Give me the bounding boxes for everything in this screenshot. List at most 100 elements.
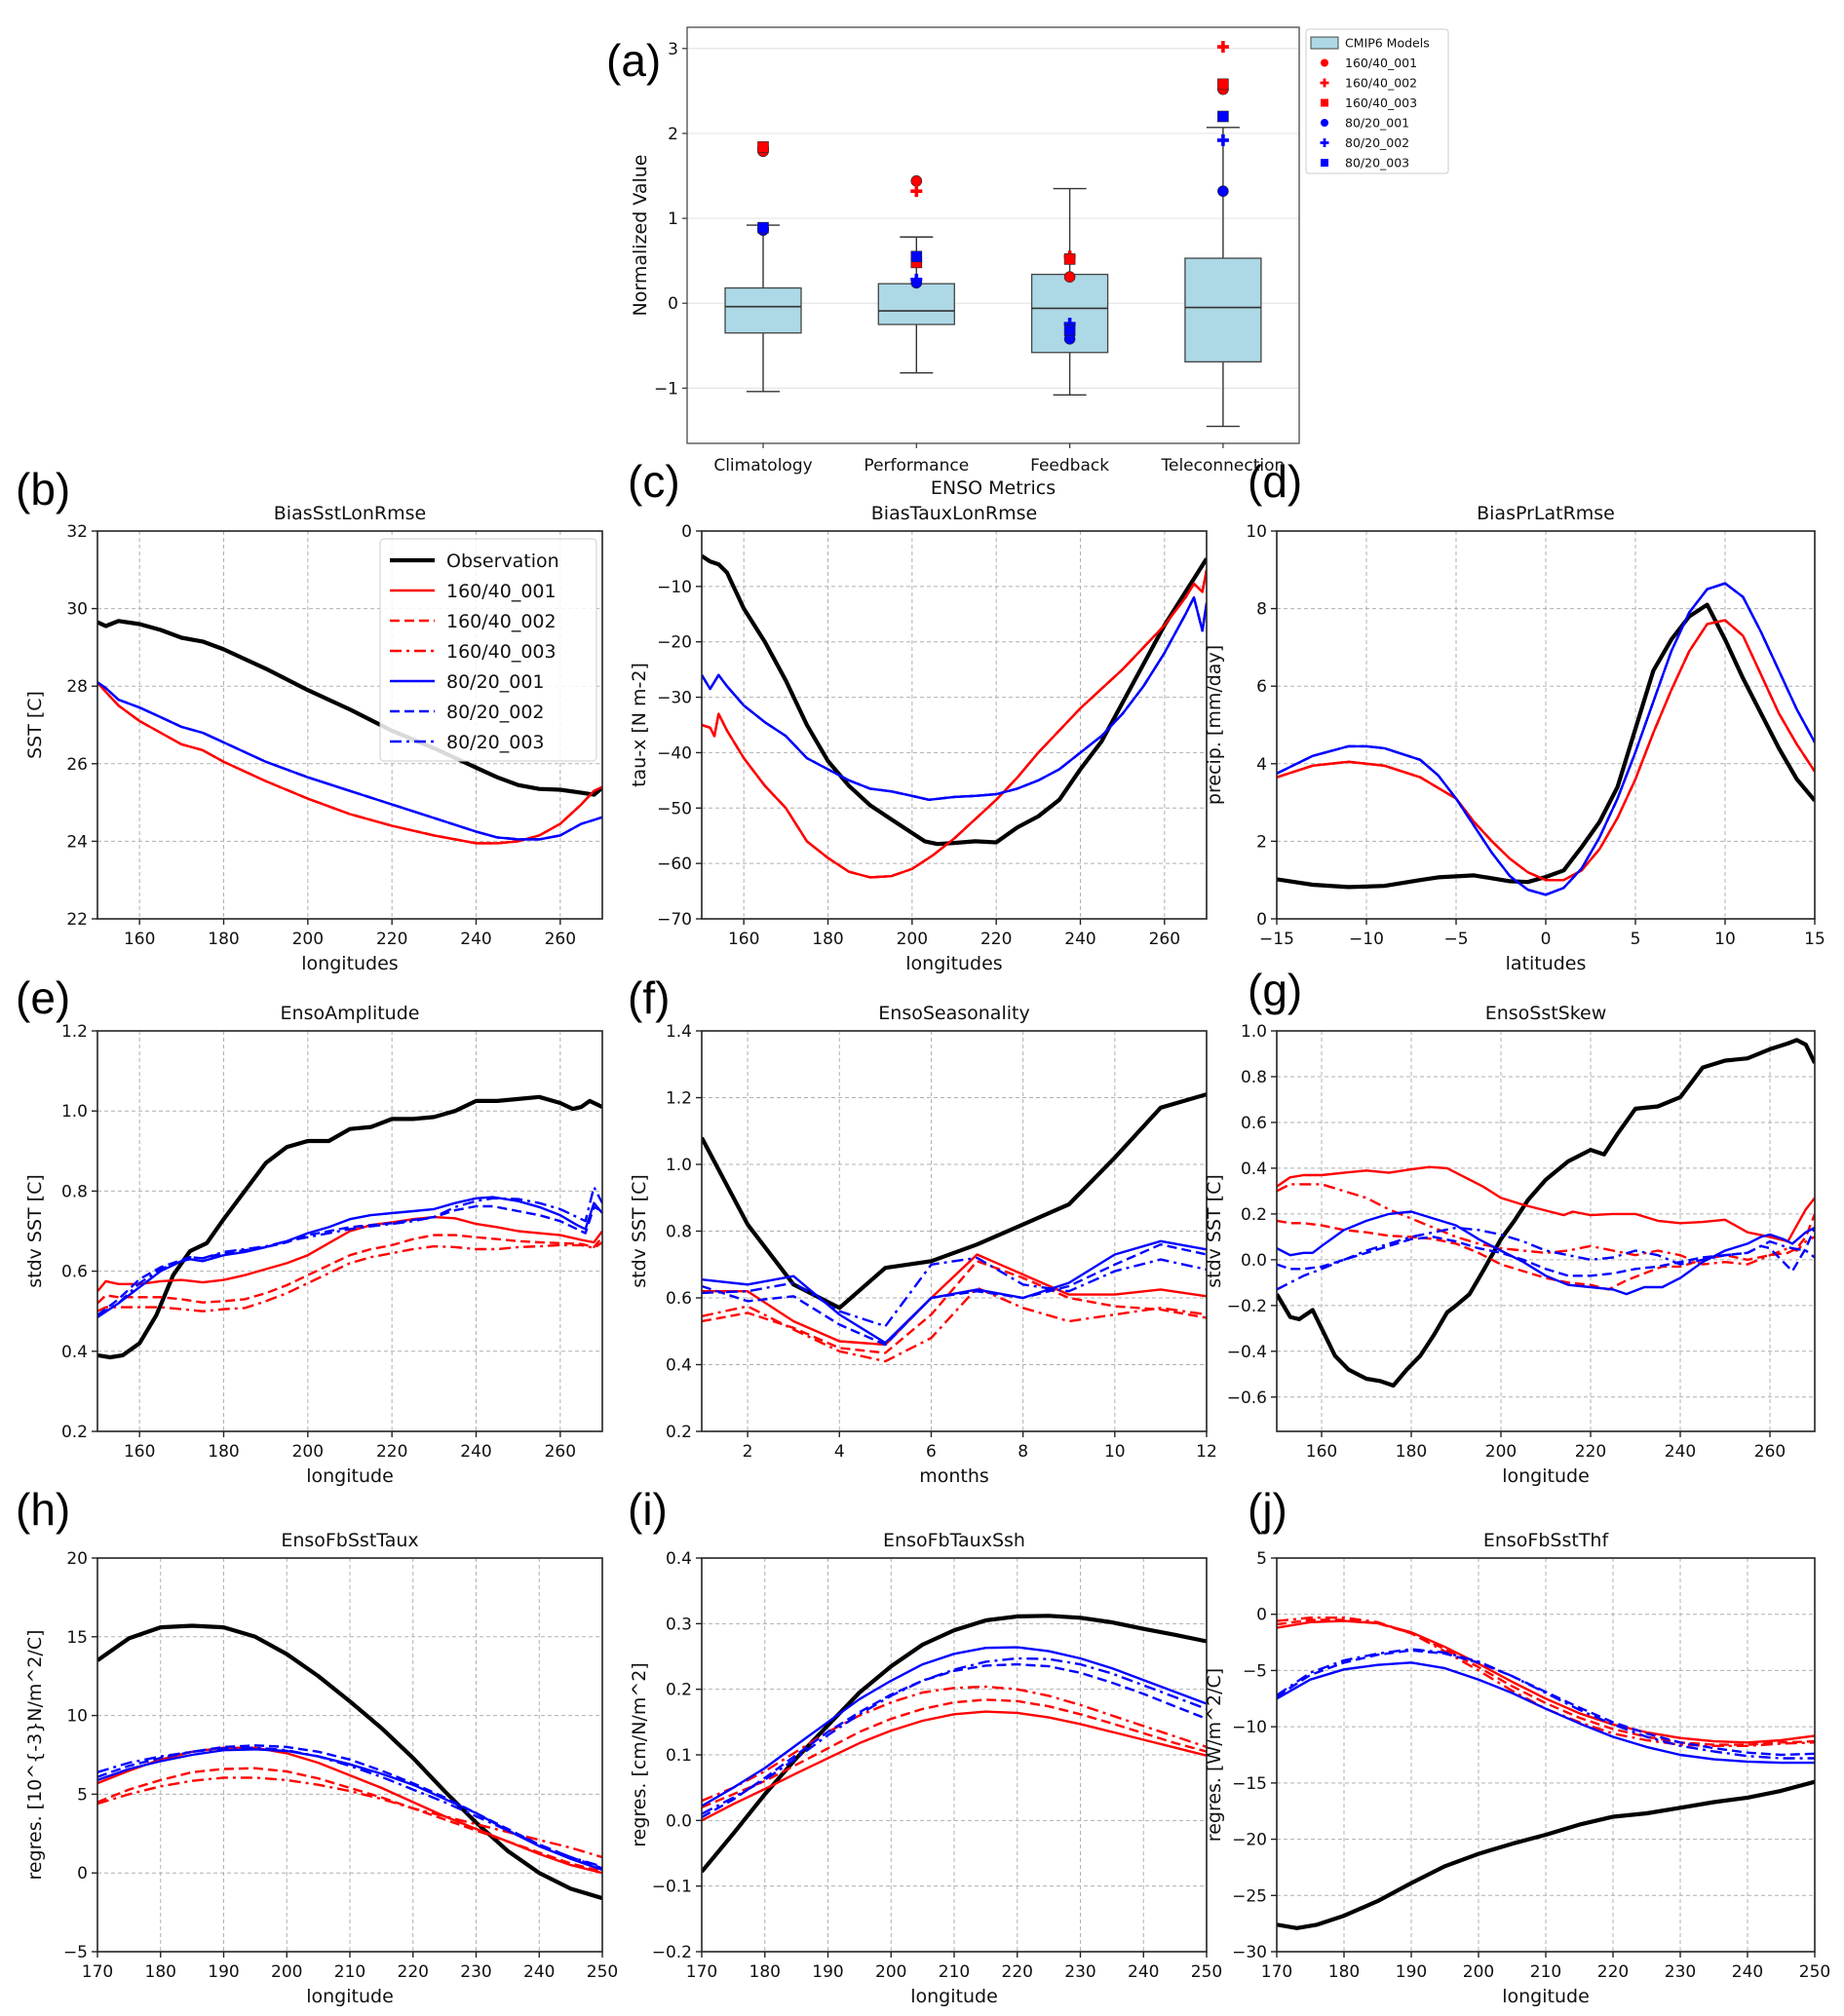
y-tick-label: 1.4: [666, 1022, 692, 1042]
series-layer: [702, 1092, 1207, 1363]
marker-160-40-003: [1217, 78, 1229, 91]
series-line-160-40-003: [702, 1685, 1207, 1803]
x-tick-label: 260: [1754, 1442, 1786, 1462]
x-tick-label: −15: [1259, 930, 1294, 949]
series-line-80-20-001: [1277, 1210, 1815, 1296]
legend-entry-label: 80/20_001: [1345, 116, 1409, 131]
series-line-observation: [702, 553, 1207, 847]
series-line-observation: [702, 1092, 1207, 1311]
marker-160-40-002: [1216, 41, 1229, 54]
x-tick-label: Climatology: [713, 456, 812, 475]
y-axis-label: regres. [cm/N/m^2]: [629, 1662, 650, 1847]
x-tick-label: 220: [376, 1442, 407, 1462]
x-tick-label: 190: [208, 1962, 239, 1982]
legend-swatch-box: [1310, 36, 1339, 50]
plot-frame: [1276, 1030, 1816, 1432]
series-line-observation: [97, 619, 602, 797]
y-tick-label: −0.2: [1227, 1297, 1267, 1316]
series-line-160-40-002: [97, 1234, 602, 1305]
series-line-160-40-002: [702, 1260, 1207, 1354]
y-tick-label: 10: [1246, 522, 1267, 542]
series-line-160-40-001: [97, 1746, 602, 1875]
marker-80-20-003: [910, 250, 923, 263]
plot-frame: [701, 530, 1208, 920]
y-tick-label: 4: [1256, 755, 1267, 775]
legend-swatch-square: [1321, 98, 1328, 107]
box-teleconnection: [1184, 127, 1262, 428]
y-axis-label: stdv SST [C]: [629, 1174, 650, 1288]
x-tick-label: 200: [875, 1962, 906, 1982]
panel-label-j: (j): [1248, 1484, 1287, 1535]
y-tick-label: 28: [66, 677, 88, 697]
marker-80-20-001: [1217, 185, 1229, 197]
series-line-160-40-002: [702, 1698, 1207, 1809]
y-tick-label: −20: [657, 633, 692, 653]
x-tick-label: 6: [926, 1442, 937, 1462]
plot-frame: [96, 530, 603, 920]
y-tick-label: 1: [668, 209, 678, 229]
x-tick-label: Performance: [864, 456, 969, 475]
legend-frame: [379, 538, 597, 762]
x-tick-label: 10: [1714, 930, 1736, 949]
y-tick-label: 0.3: [666, 1615, 692, 1634]
series-line-160-40-002: [1277, 1618, 1815, 1746]
y-tick-label: 2: [1256, 832, 1267, 852]
y-tick-label: −0.6: [1227, 1388, 1267, 1408]
chart-title: BiasPrLatRmse: [1477, 503, 1615, 524]
x-tick-label: 4: [834, 1442, 845, 1462]
legend-entry-label: Observation: [446, 551, 559, 572]
series-line-80-20-002: [1277, 1227, 1815, 1277]
chart-j: 170 180 190 200 210 220 230 240 250 −30 −25 −20 −15 −…: [1204, 1530, 1830, 2007]
x-axis-label: longitude: [306, 1986, 394, 2007]
y-tick-label: −5: [63, 1943, 88, 1962]
x-axis-label: longitude: [1502, 1465, 1590, 1487]
legend-swatch-square: [1321, 159, 1328, 167]
y-tick-label: −0.1: [652, 1878, 692, 1897]
x-tick-label: 200: [292, 1442, 324, 1462]
x-tick-label: 200: [271, 1962, 302, 1982]
series-layer: [1277, 1616, 1815, 1930]
marker-160-40-002: [910, 185, 923, 198]
x-tick-label: Teleconnection: [1160, 456, 1285, 475]
x-tick-label: −5: [1443, 930, 1468, 949]
x-tick-label: 210: [1530, 1962, 1561, 1982]
plot-frame: [686, 26, 1300, 444]
y-tick-label: −60: [657, 855, 692, 874]
y-tick-label: 0.2: [666, 1423, 692, 1442]
y-axis-label: regres. [10^{-3}N/m^2/C]: [24, 1629, 46, 1880]
legend-entry-label: 80/20_002: [446, 702, 545, 723]
x-tick-label: 180: [812, 930, 843, 949]
series-line-80-20-003: [97, 1186, 602, 1316]
y-tick-label: 0: [1256, 1606, 1267, 1625]
x-axis-label: latitudes: [1506, 953, 1587, 974]
x-tick-label: 160: [728, 930, 759, 949]
box-climatology: [724, 224, 802, 393]
x-tick-label: 240: [460, 1442, 491, 1462]
series-layer: [702, 1614, 1207, 1874]
y-tick-label: 0.6: [666, 1289, 692, 1309]
box-iqr: [1184, 257, 1262, 362]
y-tick-label: 0.2: [666, 1681, 692, 1700]
y-tick-label: 0.1: [666, 1746, 692, 1766]
y-tick-label: −5: [1243, 1661, 1267, 1681]
x-tick-label: 240: [1665, 1442, 1696, 1462]
series-layer: [97, 619, 602, 845]
x-tick-label: 200: [1463, 1962, 1494, 1982]
legend-entry-label: 160/40_002: [446, 611, 557, 632]
series-line-80-20-003: [97, 1746, 602, 1868]
series-layer: [702, 553, 1207, 879]
y-tick-label: 1.2: [666, 1089, 692, 1109]
panel-label-h: (h): [16, 1484, 70, 1535]
series-line-160-40-002: [1277, 1213, 1815, 1291]
y-tick-label: −10: [1232, 1718, 1267, 1737]
y-axis-label: stdv SST [C]: [24, 1174, 46, 1288]
series-line-observation: [1277, 1038, 1815, 1388]
series-line-observation: [1277, 602, 1815, 890]
x-tick-label: 15: [1804, 930, 1825, 949]
x-tick-label: 260: [1149, 930, 1180, 949]
plot-frame: [96, 1030, 603, 1432]
series-line-80-20-003: [702, 1656, 1207, 1815]
x-tick-label: 250: [1799, 1962, 1830, 1982]
chart-c: 160 180 200 220 240 260 −70 −60 −50 −40 −30 −20 −10 0…: [629, 503, 1208, 974]
